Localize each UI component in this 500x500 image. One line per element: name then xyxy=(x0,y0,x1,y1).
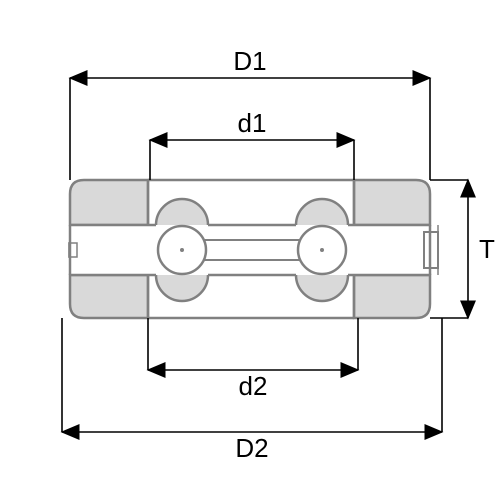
ring-block xyxy=(354,275,430,318)
dim-label: d2 xyxy=(239,371,268,401)
dim-label: D1 xyxy=(233,46,266,76)
dim-label: D2 xyxy=(235,433,268,463)
dim-label: T xyxy=(479,234,495,264)
ring-block xyxy=(70,180,148,225)
bearing-diagram: D1 d1 d2 D2 T xyxy=(0,0,500,500)
dim-label: d1 xyxy=(238,108,267,138)
ring-block xyxy=(354,180,430,225)
ring-block xyxy=(70,275,148,318)
